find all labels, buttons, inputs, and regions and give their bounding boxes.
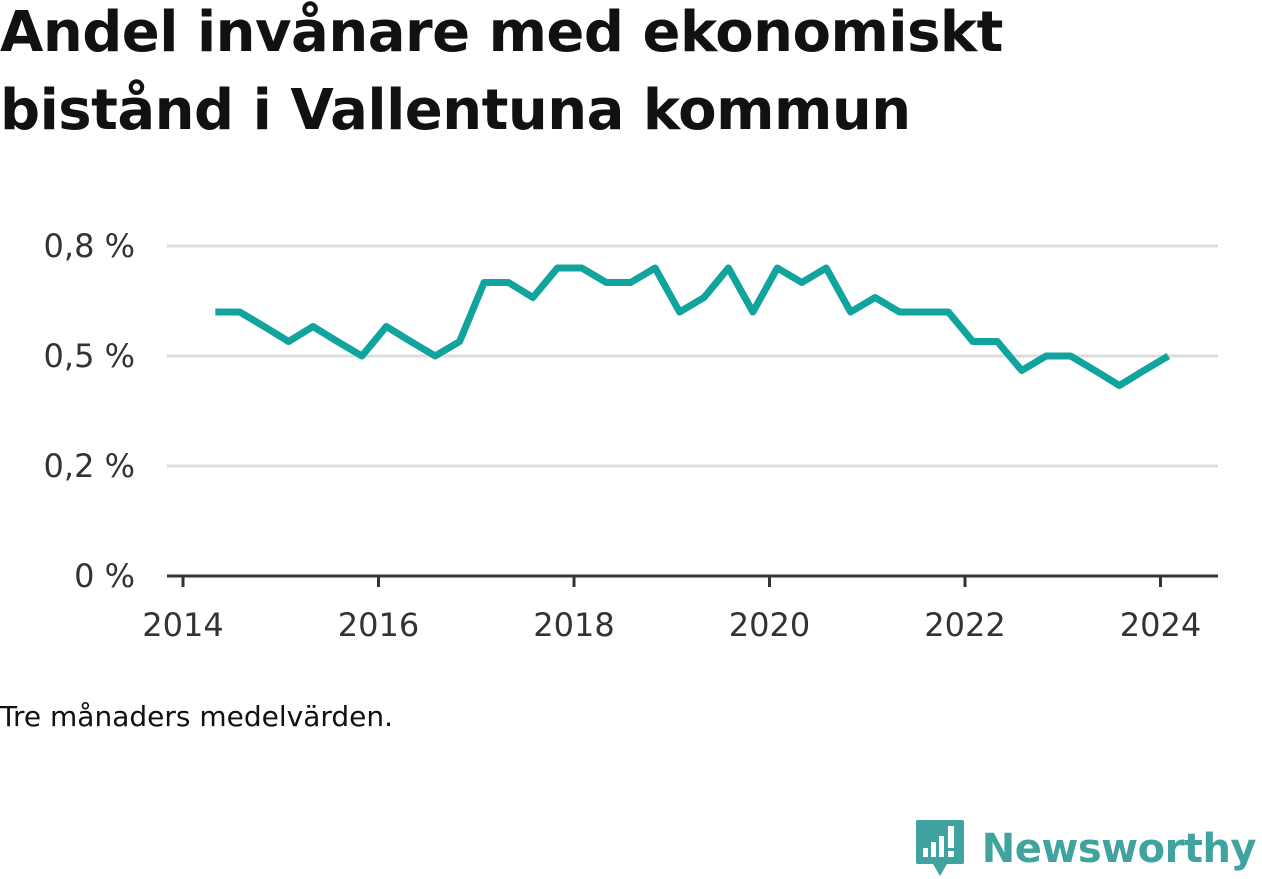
- chart-note: Tre månaders medelvärden.: [0, 700, 394, 733]
- x-tick-label: 2016: [338, 606, 419, 644]
- x-tick-label: 2014: [142, 606, 223, 644]
- brand[interactable]: Newsworthy: [914, 818, 1257, 879]
- y-tick-label: 0,8 %: [44, 227, 135, 265]
- chart-title: Andel invånare med ekonomiskt bistånd i …: [0, 0, 1003, 143]
- x-axis-ticks: [181, 576, 1162, 587]
- y-tick-label: 0,5 %: [44, 337, 135, 375]
- y-tick-label: 0 %: [74, 557, 135, 595]
- series-line: [215, 264, 1171, 389]
- newsworthy-logo-icon: [915, 820, 964, 876]
- y-tick-label: 0,2 %: [44, 447, 135, 485]
- x-tick-label: 2018: [533, 606, 614, 644]
- x-axis-labels: 2014 2016 2018 2020 2022 2024: [142, 606, 1201, 644]
- y-axis-labels: 0 % 0,2 % 0,5 % 0,8 %: [44, 227, 135, 595]
- x-tick-label: 2020: [729, 606, 810, 644]
- line-chart: 0 %0,2 %0,5 %0,8 % 2014 2016 2018 2020 2022 2…: [44, 227, 1218, 644]
- x-tick-label: 2024: [1120, 606, 1201, 644]
- x-tick-label: 2022: [924, 606, 1005, 644]
- brand-name: Newsworthy: [981, 826, 1257, 872]
